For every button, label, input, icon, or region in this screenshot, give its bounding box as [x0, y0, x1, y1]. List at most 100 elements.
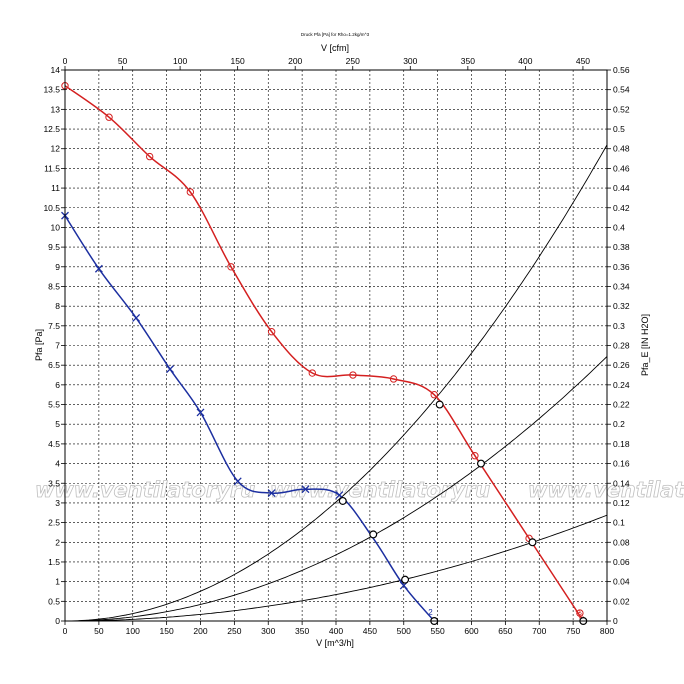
x-tick-label: 200: [193, 626, 207, 636]
y-tick-label: 11: [51, 183, 60, 193]
y-tick-label: 9: [55, 262, 60, 272]
y2-tick-label: 0.42: [613, 203, 630, 213]
y2-tick-label: 0.3: [613, 321, 625, 331]
y2-tick-label: 0.34: [613, 281, 630, 291]
series-marker-x: [94, 264, 103, 273]
x-tick-label: 250: [227, 626, 241, 636]
y-tick-label: 5: [55, 419, 60, 429]
y-tick-label: 10: [51, 222, 61, 232]
y2-axis-title: Pfa_E [IN H2O]: [640, 314, 650, 376]
y-tick-label: 2.5: [48, 518, 60, 528]
y-tick-label: 4: [55, 459, 60, 469]
x2-tick-label: 200: [288, 56, 302, 66]
y2-tick-label: 0.08: [613, 537, 630, 547]
x2-tick-label: 150: [231, 56, 245, 66]
y2-tick-label: 0.48: [613, 144, 630, 154]
y2-tick-label: 0.26: [613, 360, 630, 370]
watermark-text: www.ventilatoryru: [528, 478, 684, 502]
y-tick-label: 7.5: [48, 321, 60, 331]
y-tick-label: 5.5: [48, 400, 60, 410]
y2-tick-label: 0.02: [613, 596, 630, 606]
y2-tick-label: 0.46: [613, 163, 630, 173]
y2-tick-label: 0.16: [613, 459, 630, 469]
x2-tick-label: 300: [403, 56, 417, 66]
y2-tick-label: 0.4: [613, 222, 625, 232]
x2-tick-label: 350: [461, 56, 475, 66]
series-end-label: 2: [428, 608, 433, 617]
series-line-2: [64, 215, 435, 622]
operating-point: [528, 538, 537, 547]
operating-point: [369, 530, 378, 539]
y2-tick-label: 0.14: [613, 478, 630, 488]
y2-tick-label: 0.04: [613, 577, 630, 587]
y2-tick-label: 0.28: [613, 341, 630, 351]
series-marker-x: [301, 485, 310, 494]
system-curves: [65, 144, 608, 622]
series-marker-x: [132, 313, 141, 322]
x2-tick-label: 400: [518, 56, 532, 66]
x-tick-label: 0: [63, 626, 68, 636]
x-tick-label: 750: [566, 626, 580, 636]
system-curve: [65, 356, 608, 622]
y-tick-label: 11.5: [44, 163, 60, 173]
y-tick-label: 7: [55, 341, 60, 351]
series-marker-circle: [471, 452, 479, 460]
x2-tick-label: 50: [118, 56, 128, 66]
y-tick-label: 9.5: [48, 242, 60, 252]
x-tick-label: 150: [160, 626, 174, 636]
y2-tick-label: 0.38: [613, 242, 630, 252]
series-marker-circle: [349, 371, 357, 379]
x-tick-label: 800: [600, 626, 614, 636]
y-tick-label: 13.5: [43, 85, 60, 95]
y-tick-label: 0: [55, 616, 60, 626]
x-tick-label: 300: [261, 626, 275, 636]
y-tick-label: 10.5: [43, 203, 60, 213]
x-tick-label: 550: [431, 626, 445, 636]
x-tick-label: 50: [94, 626, 104, 636]
y-tick-label: 3: [55, 498, 60, 508]
y2-tick-label: 0.18: [613, 439, 630, 449]
y2-tick-label: 0.06: [613, 557, 630, 567]
series-marker-x: [233, 477, 242, 486]
x-tick-label: 400: [329, 626, 343, 636]
y-tick-label: 14: [51, 65, 61, 75]
y2-tick-label: 0.24: [613, 380, 630, 390]
y2-tick-label: 0.1: [613, 518, 625, 528]
series-marker-circle: [186, 188, 195, 196]
watermarks: www.ventilatoryru www.ventilatoryru www.ve…: [35, 478, 684, 503]
x2-tick-label: 100: [173, 56, 187, 66]
watermark-text: www.ventilatoryru: [270, 478, 490, 502]
watermark-text: www.ventilatoryru: [35, 478, 255, 502]
series-marker-x: [267, 489, 276, 498]
x2-tick-label: 0: [63, 56, 68, 66]
chart-title: Druck Pfa [Pa] for Rho=1.2kg/m^3: [301, 32, 370, 37]
y-tick-label: 1: [55, 577, 60, 587]
y2-tick-label: 0.54: [613, 85, 630, 95]
x-tick-label: 350: [295, 626, 309, 636]
system-curve: [65, 514, 608, 622]
operating-point: [401, 575, 410, 584]
y2-tick-label: 0.22: [613, 400, 630, 410]
series-line-1: [64, 85, 584, 622]
y-tick-label: 6: [55, 380, 60, 390]
series-marker-x: [166, 365, 174, 374]
y2-tick-label: 0.52: [613, 104, 630, 114]
axes: 0 50 100 150 200 250 300 350 400 450 500 550 600 650 7…: [43, 56, 629, 636]
y2-tick-label: 0.12: [613, 498, 630, 508]
y2-tick-label: 0.44: [613, 183, 630, 193]
y-tick-label: 13: [51, 104, 61, 114]
y2-tick-label: 0.5: [613, 124, 625, 134]
operating-points: [338, 400, 588, 625]
series-marker-circle: [308, 369, 316, 377]
series-marker-x: [196, 408, 205, 417]
y-tick-label: 8: [55, 301, 60, 311]
series-marker-circle: [105, 113, 113, 121]
x-tick-label: 650: [498, 626, 512, 636]
y-tick-label: 8.5: [48, 281, 60, 291]
x-tick-label: 500: [397, 626, 411, 636]
x-tick-label: 700: [532, 626, 546, 636]
y-tick-label: 12.5: [43, 124, 60, 134]
x2-tick-label: 450: [576, 56, 590, 66]
